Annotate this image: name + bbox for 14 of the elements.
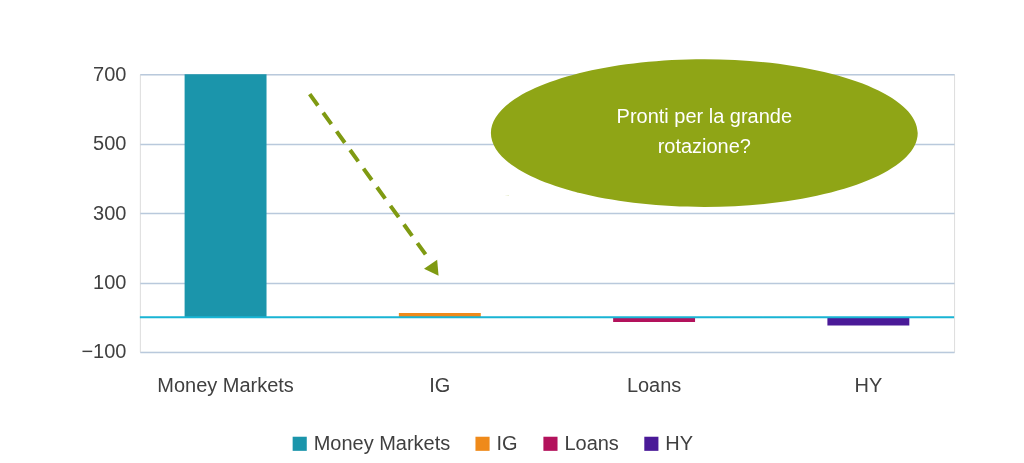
x-tick-label: HY: [854, 374, 883, 397]
y-tick-label: −100: [81, 340, 127, 363]
y-tick-label: 500: [93, 132, 127, 155]
x-tick-label: IG: [429, 374, 451, 397]
legend-label: IG: [496, 431, 518, 454]
x-tick-label: Loans: [626, 374, 682, 397]
annotation: Pronti per la grande rotazione?: [616, 105, 793, 158]
legend-label: Money Markets: [313, 431, 451, 454]
y-tick-label: 700: [93, 62, 127, 85]
legend-label: Loans: [564, 431, 619, 454]
y-tick-label: 100: [93, 270, 127, 293]
x-tick-label: Money Markets: [157, 374, 294, 397]
legend-label: HY: [665, 431, 694, 454]
y-tick-label: 300: [93, 201, 127, 224]
